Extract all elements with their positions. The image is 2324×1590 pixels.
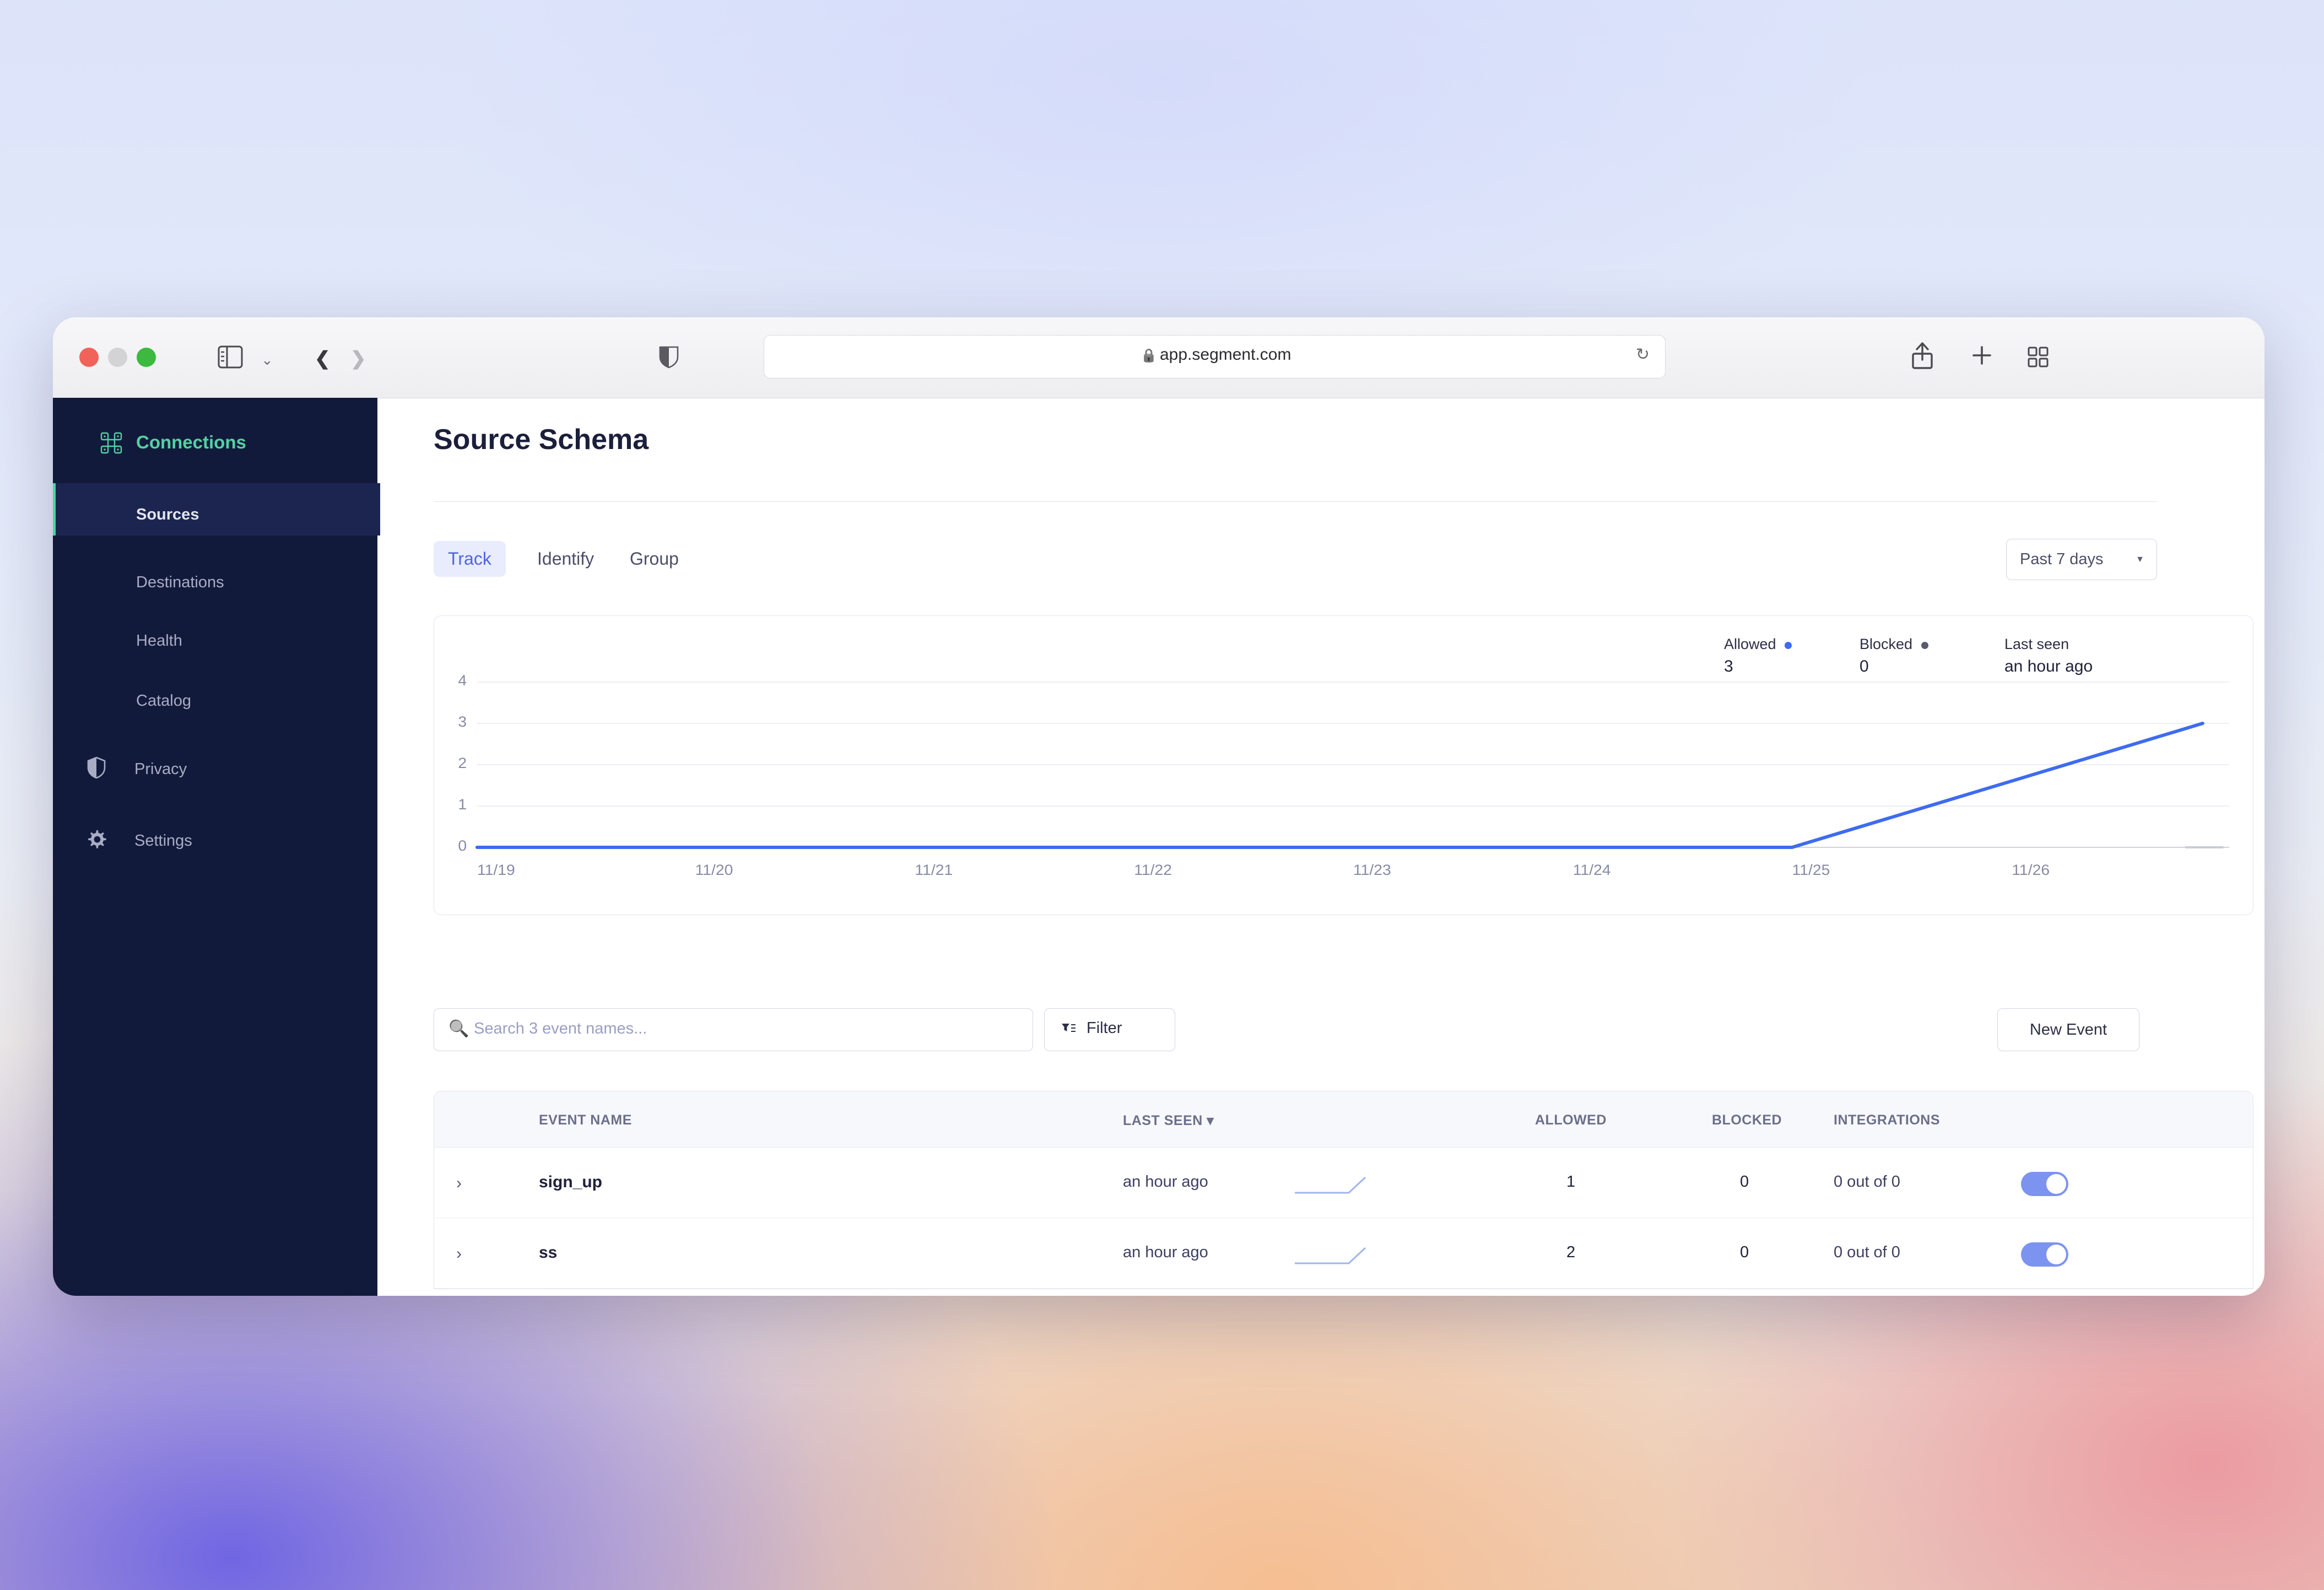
svg-text:11/22: 11/22 xyxy=(1134,862,1172,878)
svg-text:0: 0 xyxy=(458,837,467,854)
svg-text:11/20: 11/20 xyxy=(695,862,733,878)
svg-text:11/19: 11/19 xyxy=(477,862,515,878)
svg-text:2: 2 xyxy=(458,755,467,771)
svg-text:11/21: 11/21 xyxy=(915,862,953,878)
svg-text:11/26: 11/26 xyxy=(2012,862,2050,878)
svg-text:4: 4 xyxy=(458,672,467,689)
svg-text:1: 1 xyxy=(458,796,467,813)
svg-text:11/24: 11/24 xyxy=(1573,862,1611,878)
svg-text:11/25: 11/25 xyxy=(1792,862,1830,878)
svg-text:11/23: 11/23 xyxy=(1353,862,1391,878)
svg-text:3: 3 xyxy=(458,713,467,730)
